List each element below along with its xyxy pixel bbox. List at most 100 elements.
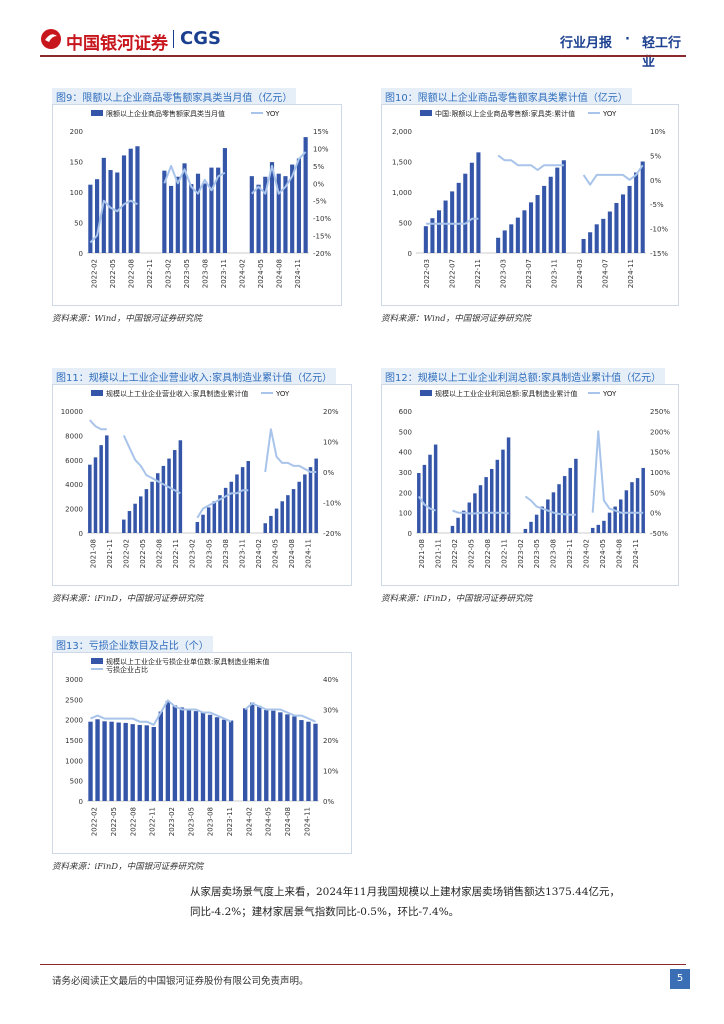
left-axis-tick-label: 200 [70, 128, 83, 136]
chart-frame: 规模以上工业企业亏损企业单位数:家具制造业期末值 亏损企业占比 3000 2500 20… [52, 652, 352, 854]
bar [509, 224, 514, 253]
bar [158, 711, 163, 801]
bar [540, 506, 544, 533]
bar [172, 705, 178, 801]
x-axis-tick-label: 2024-05 [265, 807, 273, 836]
x-axis-tick-label: 2024-05 [599, 539, 607, 568]
bar [469, 162, 474, 253]
x-axis-tick-label: 2024-08 [615, 539, 623, 568]
left-axis-tick-label: 3000 [65, 676, 83, 684]
x-axis-tick-label: 2022-05 [468, 539, 476, 568]
bar [276, 173, 281, 253]
bar [228, 720, 234, 801]
left-axis-tick-label: 500 [399, 428, 412, 436]
right-axis-tick-label: -15% [650, 250, 668, 258]
bar [200, 712, 206, 801]
left-axis-tick-label: 2000 [65, 717, 83, 725]
x-axis-tick-label: 2024-11 [627, 259, 635, 288]
right-axis-tick-label: 200% [650, 428, 670, 436]
bar [422, 464, 427, 533]
left-axis-tick-label: 0 [79, 250, 83, 258]
bar [296, 158, 301, 253]
bar [568, 467, 573, 533]
x-axis-tick-label: 2022-08 [127, 259, 135, 288]
series-line [244, 702, 316, 723]
x-axis-tick-label: 2023-05 [533, 539, 541, 568]
bar [123, 722, 128, 801]
x-axis-tick-label: 2023-07 [525, 259, 533, 288]
bar [162, 170, 167, 253]
x-axis-tick-label: 2022-08 [129, 807, 137, 836]
x-axis-tick-label: 2022-11 [500, 539, 508, 568]
series-line [90, 699, 232, 726]
bar [88, 721, 93, 801]
bar [423, 226, 428, 253]
bar [127, 511, 132, 533]
right-axis-tick-label: 0% [323, 469, 334, 477]
bar [182, 163, 187, 253]
left-axis-tick-label: 4000 [65, 481, 83, 489]
left-axis-tick-label: 200 [399, 489, 412, 497]
bar [257, 705, 262, 801]
right-axis-tick-label: 10% [323, 768, 339, 776]
x-axis-tick-label: 2023-02 [517, 539, 525, 568]
figure-source: 资料来源：Wind，中国银河证券研究院 [52, 314, 202, 324]
bar [283, 176, 288, 253]
bar [207, 714, 213, 801]
x-axis-tick-label: 2023-02 [189, 539, 197, 568]
right-axis-tick-label: 30% [323, 707, 339, 715]
logo-icon [41, 29, 61, 49]
body-paragraph: 从家居卖场景气度上来看，2024年11月我国规模以上建材家居卖场销售额达1375… [190, 882, 690, 922]
bar [108, 170, 113, 253]
bar [144, 725, 149, 801]
bar [463, 173, 468, 253]
x-axis-tick-label: 2022-05 [110, 807, 118, 836]
x-axis-tick-label: 2023-11 [220, 259, 228, 288]
x-axis-tick-label: 2021-08 [89, 539, 97, 568]
figure-title: 图10：限额以上企业商品零售额家具类累计值（亿元） [381, 88, 632, 105]
bar [607, 512, 612, 533]
bar [167, 458, 171, 533]
bar [144, 489, 149, 533]
bar [620, 194, 626, 253]
bar [214, 717, 220, 801]
x-axis-tick-label: 2023-11 [551, 259, 559, 288]
bar [313, 723, 318, 801]
x-axis-tick-label: 2024-05 [257, 259, 265, 288]
x-axis-tick-label: 2022-08 [156, 539, 164, 568]
right-axis-tick-label: -50% [650, 530, 668, 538]
series-line [582, 164, 644, 186]
x-axis-tick-label: 2024-11 [632, 539, 640, 568]
legend-line-label: YOY [265, 110, 280, 118]
x-axis-tick-label: 2024-05 [272, 539, 280, 568]
bar [235, 474, 239, 533]
bar [122, 519, 126, 533]
right-axis-tick-label: -5% [313, 198, 327, 206]
series-line [591, 430, 644, 514]
bar [139, 496, 143, 533]
right-axis-tick-label: 100% [650, 469, 670, 477]
x-axis-tick-label: 2022-11 [146, 259, 154, 288]
figure-source: 资料来源：iFinD，中国银河证券研究院 [52, 594, 204, 604]
left-axis-tick-label: 1,000 [392, 189, 412, 197]
bar [222, 148, 227, 253]
right-axis-tick-label: 5% [313, 163, 324, 171]
bar [229, 481, 234, 533]
bar [175, 176, 180, 253]
legend-bar-swatch [420, 110, 432, 116]
bar [116, 722, 121, 801]
bar [278, 712, 283, 801]
figure-10: 图10：限额以上企业商品零售额家具类累计值（亿元） 中国:限额以上企业商品零售额… [381, 88, 679, 328]
right-axis-tick-label: 10% [323, 439, 339, 447]
series-line [524, 495, 576, 516]
x-axis-tick-label: 2024-02 [255, 539, 263, 568]
bar [308, 467, 313, 533]
x-axis-tick-label: 2022-11 [172, 539, 180, 568]
right-axis-tick-label: 10% [313, 145, 329, 153]
x-axis-tick-label: 2023-08 [207, 807, 215, 836]
series-line [163, 164, 226, 195]
bar [179, 707, 185, 801]
bar [542, 185, 547, 253]
figure-title: 图11：规模以上工业企业营业收入:家具制造业累计值（亿元） [52, 368, 337, 385]
left-axis-tick-label: 500 [70, 778, 83, 786]
